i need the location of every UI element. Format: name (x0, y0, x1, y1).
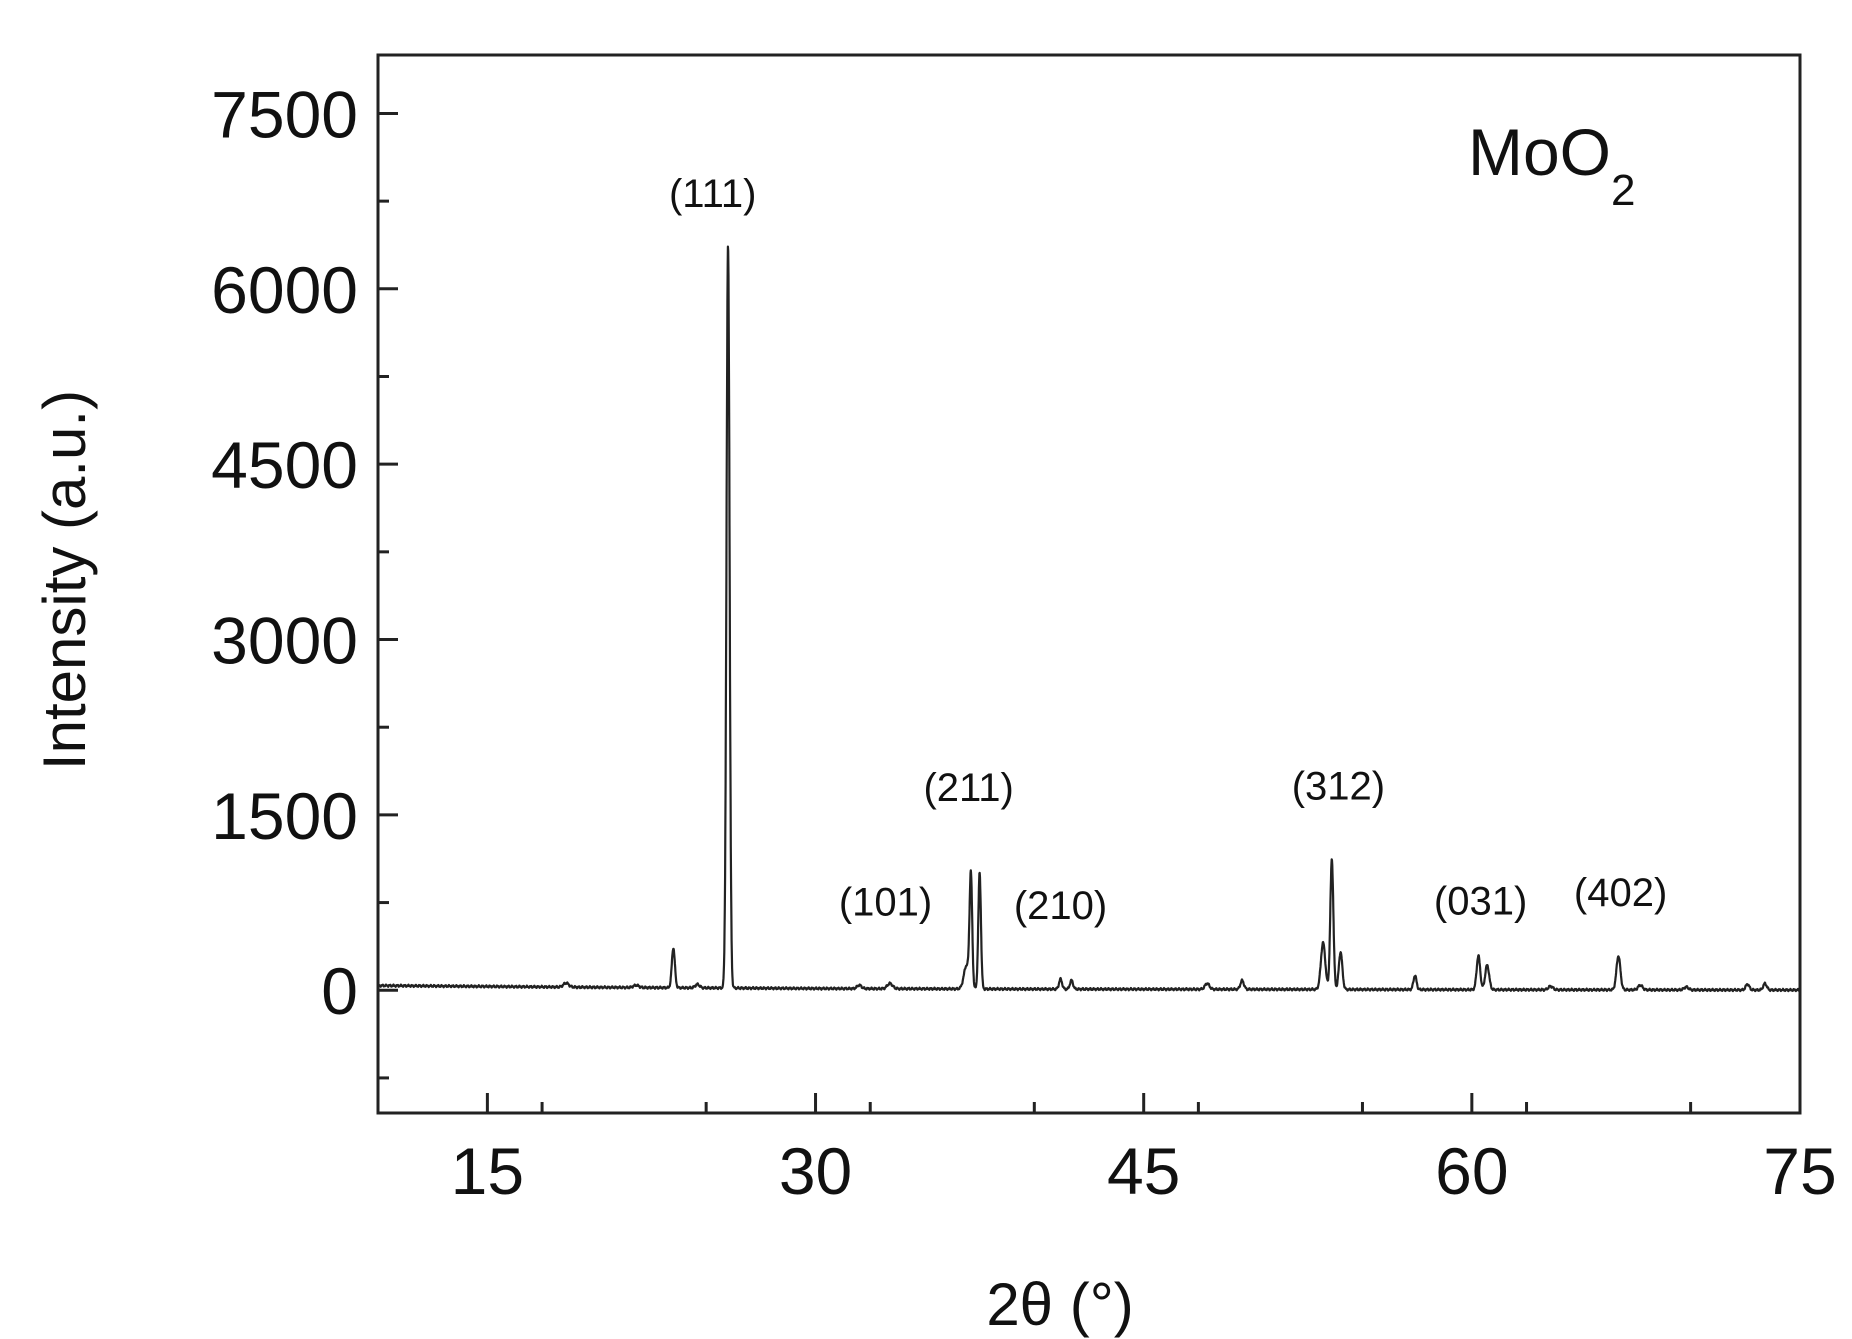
y-tick-labels: 0 1500 3000 4500 6000 7500 (211, 77, 358, 1028)
x-tick-label: 60 (1435, 1134, 1508, 1208)
x-tick-label: 30 (779, 1134, 852, 1208)
x-tick-label: 45 (1107, 1134, 1180, 1208)
peak-label: (101) (839, 880, 932, 924)
x-tick-labels: 15 30 45 60 75 (451, 1134, 1837, 1208)
xrd-spectrum-line (376, 245, 1801, 993)
y-tick-label: 6000 (211, 253, 358, 327)
x-tick-label: 15 (451, 1134, 524, 1208)
y-axis-title: Intensity (a.u.) (31, 390, 98, 770)
plot-frame (376, 53, 1802, 1115)
peak-label: (312) (1292, 765, 1385, 809)
peak-labels: (111) (101) (211) (210) (312) (031) (402) (669, 172, 1667, 928)
y-tick-label: 4500 (211, 428, 358, 502)
y-tick-label: 1500 (211, 779, 358, 853)
peak-label: (111) (669, 172, 756, 216)
sample-label-main: MoO (1468, 115, 1611, 189)
sample-label: MoO2 (1468, 115, 1636, 215)
peak-label: (211) (923, 766, 1013, 810)
y-tick-label: 3000 (211, 604, 358, 678)
peak-label: (210) (1014, 884, 1107, 928)
tick-marks (378, 111, 1802, 1113)
peak-label: (402) (1574, 871, 1667, 915)
x-tick-label: 75 (1763, 1134, 1836, 1208)
peak-label: (031) (1434, 879, 1527, 923)
y-tick-label: 0 (321, 954, 358, 1028)
y-tick-label: 7500 (211, 77, 358, 151)
x-axis-title: 2θ (°) (986, 1271, 1133, 1338)
sample-label-subscript: 2 (1611, 166, 1635, 215)
